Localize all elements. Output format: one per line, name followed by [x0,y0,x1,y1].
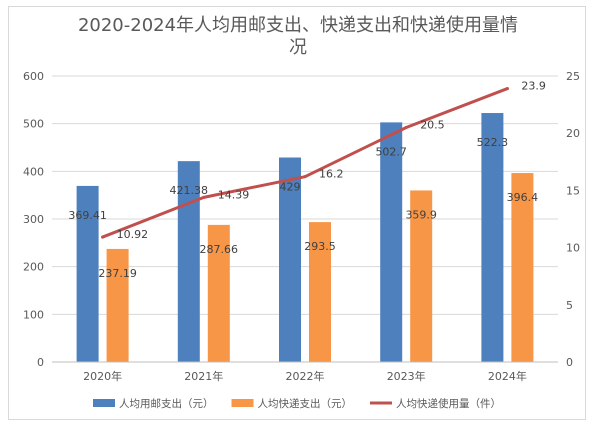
data-label: 522.3 [477,136,509,149]
y-right-tick-label: 15 [566,184,580,197]
y-left-tick-label: 500 [23,118,44,131]
y-left-tick-label: 200 [23,261,44,274]
y-right-tick-label: 0 [566,356,573,369]
data-label: 421.38 [170,184,209,197]
y-left-tick-label: 600 [23,70,44,83]
x-tick-label: 2024年 [488,369,527,383]
x-tick-label: 2022年 [286,369,325,383]
y-left-tick-label: 0 [37,356,44,369]
data-labels: 369.41 237.19 10.92 421.38 287.66 14.39 429 293… [68,80,546,280]
data-label: 369.41 [68,209,107,222]
line-point [101,235,105,239]
y-right-tick-label: 5 [566,299,573,312]
legend: 人均用邮支出（元） 人均快递支出（元） 人均快递使用量（件） [93,397,501,410]
legend-label: 人均用邮支出（元） [119,397,214,410]
y-left-tick-label: 300 [23,213,44,226]
line-series-path [101,87,509,239]
bar [511,173,534,362]
legend-label: 人均快递使用量（件） [396,397,501,410]
bar [309,222,331,362]
line-point [202,195,206,199]
chart-title: 2020-2024年人均用邮支出、快递支出和快递使用量情 况 [9,15,587,59]
data-label: 20.5 [420,118,445,131]
data-label: 10.92 [117,228,149,241]
axes: 0 100 200 300 400 500 600 0 5 10 15 20 25 2020年 2021年 2… [23,70,580,383]
data-label: 429 [280,181,301,194]
bar [177,161,200,362]
bar [410,190,433,362]
y-left-tick-label: 400 [23,165,44,178]
legend-label: 人均快递支出（元） [258,397,353,410]
x-tick-label: 2023年 [387,369,426,383]
data-label: 237.19 [98,267,137,280]
line-point [404,125,408,129]
chart-title-line-2: 况 [289,37,307,58]
bar [481,113,504,362]
data-label: 16.2 [319,168,344,181]
line-point [505,87,509,91]
chart-title-line-1: 2020-2024年人均用邮支出、快递支出和快递使用量情 [77,15,519,36]
data-label: 502.7 [375,145,407,158]
data-label: 23.9 [521,80,546,93]
bar [380,122,403,362]
legend-swatch [231,399,254,407]
data-label: 293.5 [304,240,336,253]
x-tick-label: 2021年 [184,369,223,383]
bar [76,185,99,362]
x-tick-label: 2020年 [83,369,122,383]
data-label: 359.9 [405,208,437,221]
legend-swatch [93,399,115,407]
data-label: 396.4 [507,191,539,204]
bar [279,157,301,362]
line-point [303,175,307,179]
bar [106,248,129,362]
y-right-tick-label: 10 [566,242,580,255]
line-series [101,87,509,239]
y-right-tick-label: 25 [566,70,580,83]
y-left-tick-label: 100 [23,308,44,321]
bar [207,224,230,362]
y-right-tick-label: 20 [566,127,580,140]
data-label: 14.39 [218,188,250,201]
bars [76,113,534,362]
data-label: 287.66 [200,243,239,256]
